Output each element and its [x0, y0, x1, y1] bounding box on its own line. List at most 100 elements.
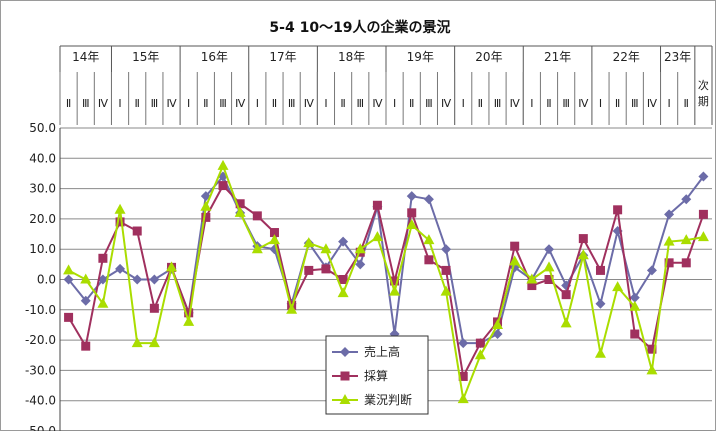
- quarter-label: Ⅲ: [356, 97, 364, 110]
- y-tick-label: -40.0: [25, 394, 56, 408]
- quarter-label: Ⅳ: [441, 97, 452, 110]
- data-point: [80, 295, 91, 306]
- quarter-label: Ⅱ: [409, 97, 414, 110]
- data-point: [680, 234, 692, 245]
- quarter-label: Ⅲ: [562, 97, 570, 110]
- quarter-label: Ⅰ: [393, 97, 396, 110]
- data-point: [407, 208, 417, 218]
- quarter-label: Ⅰ: [667, 97, 670, 110]
- quarter-label: Ⅱ: [203, 97, 208, 110]
- quarter-label: Ⅲ: [82, 97, 90, 110]
- data-point: [423, 234, 435, 245]
- data-point: [251, 243, 263, 254]
- y-tick-label: -10.0: [25, 303, 56, 317]
- data-point: [339, 394, 351, 404]
- data-point: [681, 194, 692, 205]
- data-point: [217, 159, 229, 170]
- year-label: 22年: [613, 50, 640, 64]
- data-point: [149, 303, 159, 313]
- y-tick-label: 0.0: [37, 273, 56, 287]
- data-point: [372, 200, 382, 210]
- quarter-label: Ⅰ: [187, 97, 190, 110]
- quarter-label: Ⅰ: [462, 97, 465, 110]
- data-point: [371, 231, 383, 242]
- data-point: [252, 211, 262, 221]
- data-point: [81, 341, 91, 351]
- data-point: [613, 205, 623, 215]
- chart-title: 5-4 10～19人の企業の景況: [269, 19, 450, 36]
- quarter-label: Ⅱ: [684, 97, 689, 110]
- data-point: [320, 243, 332, 254]
- data-point: [337, 287, 349, 298]
- year-label: 17年: [269, 50, 296, 64]
- data-point: [389, 285, 401, 296]
- data-point: [97, 297, 109, 308]
- data-point: [406, 218, 418, 229]
- data-point: [338, 275, 348, 284]
- data-point: [664, 258, 674, 268]
- data-point: [63, 274, 74, 285]
- data-point: [527, 281, 537, 291]
- y-tick-label: 20.0: [29, 212, 56, 226]
- data-point: [543, 261, 555, 272]
- data-point: [286, 303, 298, 314]
- data-point: [131, 337, 143, 348]
- quarter-label: Ⅰ: [118, 97, 121, 110]
- data-point: [630, 329, 640, 339]
- data-point: [646, 364, 658, 375]
- data-point: [595, 265, 605, 275]
- legend-label: 業況判断: [364, 392, 412, 407]
- data-point: [132, 226, 142, 236]
- quarter-label: Ⅳ: [235, 97, 246, 110]
- data-point: [663, 235, 675, 246]
- data-point: [64, 312, 74, 322]
- data-point: [183, 315, 195, 326]
- data-point: [63, 264, 75, 275]
- data-point: [475, 338, 485, 348]
- quarter-label: Ⅳ: [578, 97, 589, 110]
- data-point: [560, 317, 572, 328]
- y-tick-label: -50.0: [25, 424, 56, 431]
- quarter-label: Ⅳ: [304, 97, 315, 110]
- data-point: [492, 329, 503, 340]
- data-point: [423, 194, 434, 205]
- data-point: [97, 274, 108, 285]
- data-point: [114, 203, 126, 214]
- quarter-label: Ⅱ: [546, 97, 551, 110]
- data-point: [697, 231, 709, 242]
- data-point: [184, 308, 194, 318]
- data-point: [646, 265, 657, 276]
- year-label: 18年: [338, 50, 365, 64]
- data-point: [595, 298, 606, 309]
- data-point: [492, 318, 504, 329]
- data-point: [629, 300, 641, 311]
- data-point: [304, 265, 314, 275]
- data-point: [526, 273, 538, 284]
- year-label: 19年: [407, 50, 434, 64]
- quarter-label: Ⅲ: [494, 97, 502, 110]
- data-point: [303, 237, 315, 248]
- year-label: 23年: [664, 50, 691, 64]
- series-line-2: [68, 164, 704, 401]
- legend-label: 採算: [364, 368, 388, 383]
- year-label: 20年: [475, 50, 502, 64]
- data-point: [80, 273, 92, 284]
- quarter-label: Ⅳ: [166, 97, 177, 110]
- data-point: [148, 337, 160, 348]
- data-point: [321, 264, 331, 274]
- quarter-label: Ⅱ: [272, 97, 277, 110]
- data-point: [647, 344, 657, 354]
- data-point: [268, 234, 280, 245]
- data-point: [457, 393, 469, 404]
- data-point: [441, 244, 452, 255]
- quarter-label: Ⅰ: [530, 97, 533, 110]
- year-label: 21年: [544, 50, 571, 64]
- data-point: [166, 261, 178, 272]
- quarter-label: Ⅲ: [425, 97, 433, 110]
- y-tick-label: 10.0: [29, 242, 56, 256]
- y-tick-label: -30.0: [25, 363, 56, 377]
- series-layer: [63, 159, 709, 404]
- year-label: 14年: [72, 50, 99, 64]
